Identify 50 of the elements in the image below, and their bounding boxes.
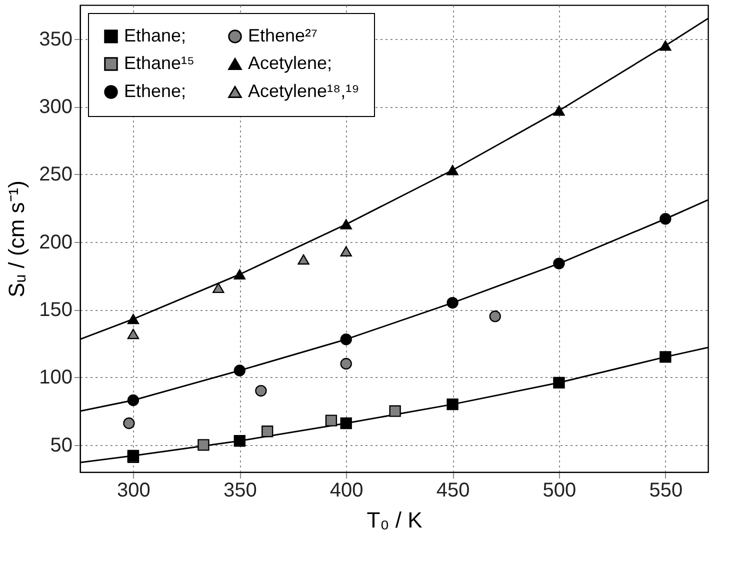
point (261, 426, 274, 438)
point (123, 417, 135, 430)
legend-label: Ethene; (124, 81, 186, 101)
point (340, 334, 352, 346)
point (340, 417, 352, 430)
y-tick-label: 150 (39, 299, 72, 322)
x-tick-label: 450 (436, 480, 470, 502)
y-tick-label: 300 (39, 96, 72, 118)
point (660, 40, 672, 51)
y-tick-label: 350 (39, 28, 72, 50)
point (234, 435, 246, 447)
point (127, 328, 140, 340)
point (553, 376, 565, 389)
point (325, 414, 338, 426)
legend-label: Acetylene; (248, 53, 332, 73)
x-tick-label: 300 (117, 480, 150, 502)
point (340, 246, 352, 256)
point (446, 296, 458, 309)
y-tick-label: 50 (50, 434, 72, 456)
x-tick-label: 400 (330, 480, 364, 502)
y-tick-label: 250 (39, 164, 72, 186)
point (234, 269, 246, 280)
legend-label: Ethane; (124, 25, 186, 46)
point (340, 358, 352, 370)
y-tick-label: 100 (39, 366, 72, 389)
point (127, 314, 140, 324)
point (389, 405, 401, 417)
x-tick-label: 350 (223, 480, 257, 502)
point (255, 384, 267, 397)
legend-label: Ethane¹⁵ (124, 53, 195, 73)
point (340, 219, 352, 230)
point (198, 439, 210, 451)
point (553, 105, 565, 116)
x-tick-label: 550 (649, 480, 683, 502)
legend-label: Ethene²⁷ (248, 25, 318, 46)
x-axis-title: T₀ / K (366, 508, 423, 532)
legend-label: Acetylene¹⁸,¹⁹ (248, 81, 360, 101)
point (212, 282, 224, 294)
point (127, 394, 140, 406)
x-tick-label: 500 (542, 480, 576, 502)
point (298, 254, 310, 265)
y-axis-title: Sᵤ / (cm s⁻¹) (4, 180, 30, 298)
point (446, 398, 458, 410)
point (660, 213, 672, 225)
point (660, 351, 672, 363)
point (553, 258, 565, 270)
y-tick-label: 200 (39, 231, 72, 254)
point (234, 364, 246, 376)
point (489, 310, 501, 322)
point (446, 165, 458, 176)
